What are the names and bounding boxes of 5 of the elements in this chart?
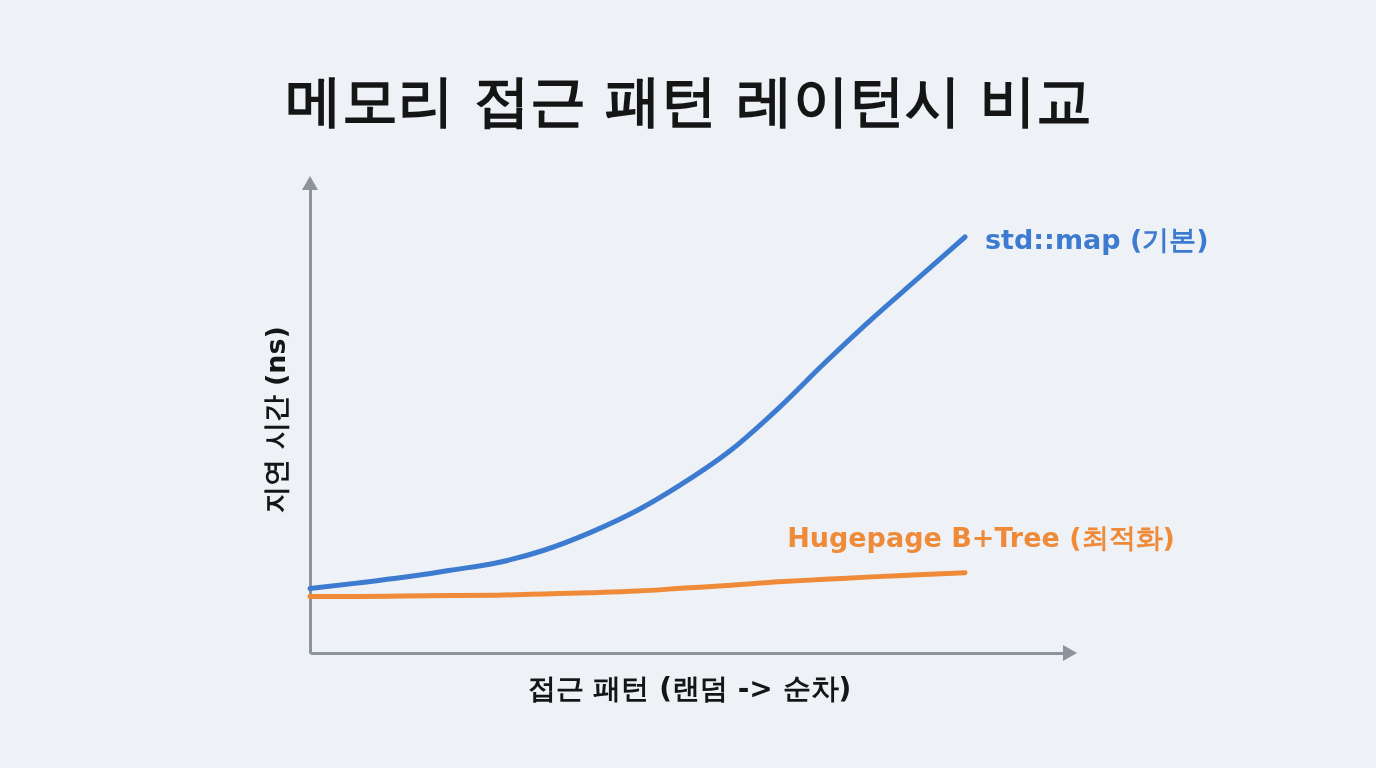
x-axis-title: 접근 패턴 (랜덤 -> 순차) (527, 671, 852, 705)
chart-title: 메모리 접근 패턴 레이턴시 비교 (286, 68, 1092, 134)
series-label: Hugepage B+Tree (최적화) (787, 521, 1175, 553)
y-axis-title: 지연 시간 (ns) (259, 326, 291, 513)
series-label: std::map (기본) (985, 224, 1209, 255)
